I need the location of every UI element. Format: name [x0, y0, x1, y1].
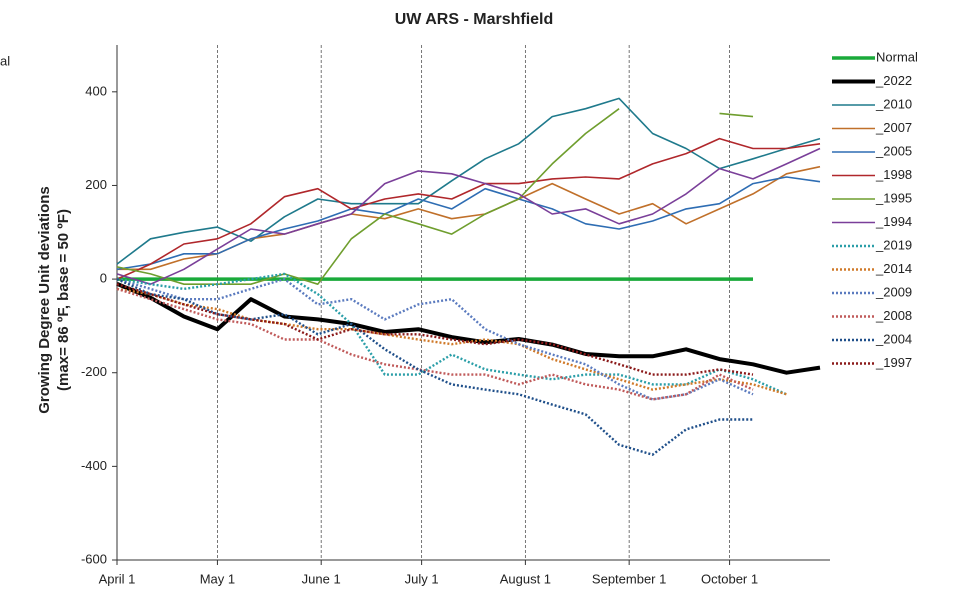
x-tick-label: June 1 — [302, 571, 341, 586]
chart-title: UW ARS - Marshfield — [395, 11, 554, 28]
series-line — [116, 277, 754, 401]
series-line — [117, 165, 821, 271]
series-line — [116, 287, 787, 396]
x-tick-label: October 1 — [701, 571, 758, 586]
legend-label: _1998 — [875, 167, 912, 182]
legend-label: _2010 — [875, 96, 912, 111]
legend-label: _1997 — [875, 355, 912, 370]
series-line — [116, 176, 821, 271]
y-tick-label: 400 — [85, 83, 107, 98]
y-tick-label: 0 — [100, 271, 107, 286]
legend-label: _1995 — [875, 190, 912, 205]
x-tick-label: August 1 — [500, 571, 551, 586]
y-tick-label: -600 — [81, 551, 107, 566]
legend-label: _2009 — [875, 284, 912, 299]
series-line — [116, 108, 754, 285]
legend-label: _2008 — [875, 308, 912, 323]
legend-label: _2022 — [875, 73, 912, 88]
series-line — [116, 97, 821, 265]
x-tick-label: April 1 — [99, 571, 136, 586]
series-line — [116, 137, 821, 280]
legend-label: _2019 — [875, 237, 912, 252]
y-tick-label: -400 — [81, 458, 107, 473]
legend-label: _2004 — [875, 331, 912, 346]
series-line — [116, 283, 754, 376]
legend-label: _2007 — [875, 120, 912, 135]
series-line — [116, 278, 753, 456]
x-tick-label: July 1 — [405, 571, 439, 586]
x-tick-label: May 1 — [200, 571, 235, 586]
series-line — [116, 147, 821, 285]
series-line — [116, 287, 754, 401]
y-tick-label: 200 — [85, 177, 107, 192]
legend-label: _1994 — [875, 214, 912, 229]
x-tick-label: September 1 — [592, 571, 666, 586]
y-tick-label: -200 — [81, 364, 107, 379]
legend-fragment: al — [0, 53, 10, 68]
legend-label: _2005 — [875, 143, 912, 158]
series-line — [116, 272, 787, 396]
y-axis-label: Growing Degree Unit deviations — [36, 186, 53, 414]
legend-label: Normal — [876, 49, 918, 64]
y-axis-label: (max= 86 ºF, base = 50 ºF) — [55, 209, 72, 391]
legend-label: _2014 — [875, 261, 912, 276]
